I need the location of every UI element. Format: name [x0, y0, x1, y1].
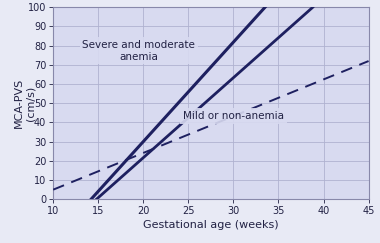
Text: Mild or non-anemia: Mild or non-anemia: [183, 111, 284, 121]
Text: Severe and moderate
anemia: Severe and moderate anemia: [82, 40, 195, 61]
Y-axis label: MCA-PVS
(cm/s): MCA-PVS (cm/s): [14, 78, 36, 128]
X-axis label: Gestational age (weeks): Gestational age (weeks): [143, 220, 279, 230]
